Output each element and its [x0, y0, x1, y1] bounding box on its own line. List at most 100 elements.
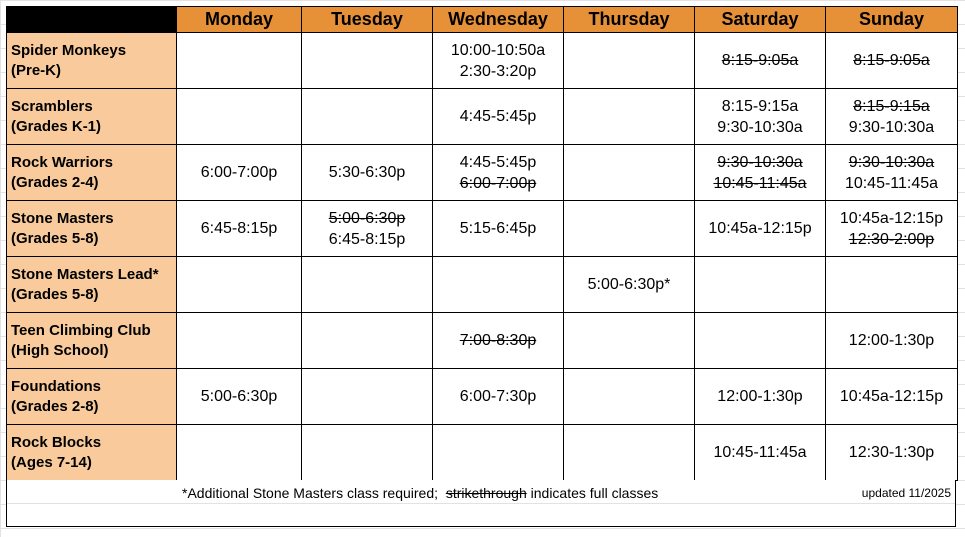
- schedule-cell: 8:15-9:05a: [825, 32, 958, 89]
- day-header-saturday: Saturday: [694, 6, 826, 33]
- class-name-cell: Stone Masters Lead* (Grades 5-8): [6, 256, 177, 313]
- schedule-cell: 8:15-9:05a: [694, 32, 826, 89]
- class-group: (Ages 7-14): [11, 453, 92, 471]
- class-group: (Grades 2-8): [11, 397, 99, 415]
- full-class-time: 8:15-9:15a: [853, 97, 930, 115]
- schedule-cell: [432, 424, 564, 481]
- full-class-time: 9:30-10:30a: [848, 153, 935, 171]
- schedule-cell: 5:15-6:45p: [432, 200, 564, 257]
- full-class-time: 5:00-6:30p: [328, 209, 406, 227]
- schedule-cell: [301, 256, 433, 313]
- class-time: 5:15-6:45p: [459, 220, 537, 237]
- schedule-cell: [176, 424, 302, 481]
- class-time: 10:45a-12:15p: [839, 209, 944, 227]
- full-class-time: 12:30-2:00p: [848, 230, 935, 248]
- full-class-time: 9:30-10:30a: [717, 153, 803, 171]
- class-time: 5:30-6:30p: [328, 164, 406, 181]
- class-time: 4:45-5:45p: [459, 108, 537, 125]
- full-class-time: 6:00-7:00p: [459, 174, 537, 192]
- header-row: Monday Tuesday Wednesday Thursday Saturday Su…: [6, 6, 958, 33]
- schedule-cell: [825, 256, 958, 313]
- note-prefix: *Additional Stone Masters class required…: [182, 485, 446, 501]
- legend-note: *Additional Stone Masters class required…: [182, 485, 658, 501]
- class-time: 8:15-9:15a: [721, 97, 799, 115]
- note-suffix: indicates full classes: [526, 485, 659, 501]
- class-name-cell: Stone Masters (Grades 5-8): [6, 200, 177, 257]
- class-name: Teen Climbing Club: [11, 321, 151, 339]
- schedule-cell: 10:45-11:45a: [694, 424, 826, 481]
- class-time: 6:00-7:00p: [200, 164, 278, 181]
- schedule-cell: [563, 88, 695, 145]
- updated-date: updated 11/2025: [861, 486, 951, 500]
- class-name: Stone Masters: [11, 209, 114, 227]
- class-group: (High School): [11, 341, 109, 359]
- class-time: 5:00-6:30p*: [587, 276, 671, 293]
- schedule-cell: 9:30-10:30a 10:45-11:45a: [694, 144, 826, 201]
- schedule-cell: [563, 424, 695, 481]
- class-time: 6:00-7:30p: [459, 388, 537, 405]
- schedule-cell: 10:45a-12:15p: [694, 200, 826, 257]
- table-row: Rock Warriors (Grades 2-4) 6:00-7:00p 5:30-…: [6, 144, 958, 201]
- class-name: Spider Monkeys: [11, 41, 127, 59]
- table-row: Stone Masters Lead* (Grades 5-8) 5:00-6:30…: [6, 256, 958, 313]
- schedule-cell: 6:00-7:30p: [432, 368, 564, 425]
- class-group: (Grades K-1): [11, 117, 102, 135]
- schedule-cell: 12:30-1:30p: [825, 424, 958, 481]
- schedule-cell: 7:00-8:30p: [432, 312, 564, 369]
- class-name: Foundations: [11, 377, 101, 395]
- day-header-sunday: Sunday: [825, 6, 958, 33]
- schedule-cell: [176, 32, 302, 89]
- schedule-cell: 12:00-1:30p: [825, 312, 958, 369]
- table-row: Foundations (Grades 2-8) 5:00-6:30p 6:00-7:…: [6, 368, 958, 425]
- schedule-cell: 8:15-9:15a 9:30-10:30a: [694, 88, 826, 145]
- table-row: Scramblers (Grades K-1) 4:45-5:45p 8:15-9:1…: [6, 88, 958, 145]
- schedule-cell: 5:00-6:30p: [176, 368, 302, 425]
- class-time: 10:45-11:45a: [844, 174, 939, 192]
- class-name-cell: Foundations (Grades 2-8): [6, 368, 177, 425]
- footer-row: *Additional Stone Masters class required…: [6, 480, 956, 527]
- class-time: 10:45a-12:15p: [708, 220, 812, 237]
- class-time: 6:45-8:15p: [328, 230, 406, 248]
- schedule-cell: 5:00-6:30p 6:45-8:15p: [301, 200, 433, 257]
- schedule-cell: [176, 88, 302, 145]
- class-time: 9:30-10:30a: [717, 118, 803, 136]
- schedule-cell: 6:00-7:00p: [176, 144, 302, 201]
- note-strikethrough-example: strikethrough: [445, 485, 527, 501]
- class-name-cell: Rock Warriors (Grades 2-4): [6, 144, 177, 201]
- schedule-cell: [563, 200, 695, 257]
- schedule-cell: [563, 312, 695, 369]
- schedule-cell: [563, 144, 695, 201]
- class-name-cell: Rock Blocks (Ages 7-14): [6, 424, 177, 481]
- schedule-cell: [301, 32, 433, 89]
- full-class-time: 7:00-8:30p: [459, 332, 537, 349]
- schedule-cell: 4:45-5:45p: [432, 88, 564, 145]
- class-schedule-table: Monday Tuesday Wednesday Thursday Saturday Su…: [6, 6, 958, 481]
- schedule-cell: [563, 32, 695, 89]
- schedule-cell: 6:45-8:15p: [176, 200, 302, 257]
- schedule-cell: [301, 88, 433, 145]
- class-name: Stone Masters Lead*: [11, 265, 159, 283]
- corner-cell: [6, 6, 177, 33]
- class-time: 12:30-1:30p: [848, 444, 935, 461]
- class-time: 10:45-11:45a: [713, 444, 807, 461]
- schedule-cell: [694, 256, 826, 313]
- schedule-cell: [694, 312, 826, 369]
- table-row: Stone Masters (Grades 5-8) 6:45-8:15p 5:00-…: [6, 200, 958, 257]
- day-header-thursday: Thursday: [563, 6, 695, 33]
- class-name-cell: Teen Climbing Club (High School): [6, 312, 177, 369]
- gridline: [7, 503, 955, 504]
- schedule-cell: [432, 256, 564, 313]
- day-header-wednesday: Wednesday: [432, 6, 564, 33]
- schedule-cell: 10:00-10:50a 2:30-3:20p: [432, 32, 564, 89]
- class-time: 12:00-1:30p: [717, 388, 803, 405]
- schedule-cell: 10:45a-12:15p: [825, 368, 958, 425]
- schedule-cell: 5:30-6:30p: [301, 144, 433, 201]
- schedule-cell: [563, 368, 695, 425]
- schedule-cell: [301, 368, 433, 425]
- class-time: 5:00-6:30p: [200, 388, 278, 405]
- schedule-cell: 4:45-5:45p 6:00-7:00p: [432, 144, 564, 201]
- schedule-cell: 9:30-10:30a 10:45-11:45a: [825, 144, 958, 201]
- class-group: (Grades 2-4): [11, 173, 99, 191]
- table-row: Teen Climbing Club (High School) 7:00-8:30…: [6, 312, 958, 369]
- class-time: 4:45-5:45p: [459, 153, 537, 171]
